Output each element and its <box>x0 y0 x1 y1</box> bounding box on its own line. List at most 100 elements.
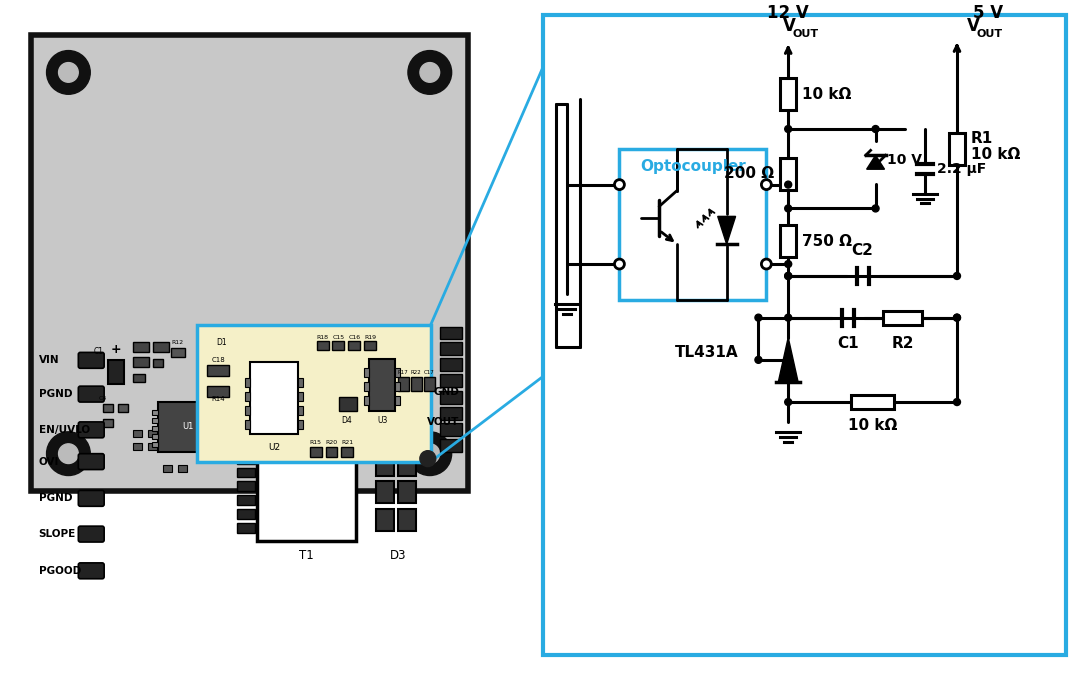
Text: 10 kΩ: 10 kΩ <box>802 87 851 102</box>
Bar <box>245 392 251 401</box>
Bar <box>620 149 767 300</box>
Bar <box>133 443 141 449</box>
Circle shape <box>755 356 761 363</box>
Bar <box>245 448 255 457</box>
Text: D3: D3 <box>390 549 406 562</box>
Text: U2: U2 <box>268 443 280 451</box>
Text: R1: R1 <box>971 132 994 147</box>
Circle shape <box>785 273 792 279</box>
Bar <box>238 482 255 491</box>
Bar <box>257 442 356 541</box>
Bar <box>238 509 255 519</box>
Bar <box>780 225 796 257</box>
Bar <box>133 374 145 382</box>
Bar <box>133 342 149 352</box>
Bar <box>395 369 400 377</box>
Text: U3: U3 <box>377 416 388 425</box>
Text: PGOOD: PGOOD <box>39 566 81 576</box>
Circle shape <box>408 432 451 475</box>
Bar <box>440 439 461 451</box>
FancyBboxPatch shape <box>79 490 104 506</box>
Bar <box>399 482 416 503</box>
Bar <box>198 325 431 462</box>
Bar <box>207 386 229 397</box>
Text: SLOPE: SLOPE <box>39 529 76 539</box>
Bar <box>949 133 964 165</box>
Bar <box>251 362 298 434</box>
Circle shape <box>785 314 792 321</box>
Circle shape <box>785 399 792 406</box>
Bar <box>399 377 409 391</box>
Circle shape <box>785 125 792 132</box>
FancyBboxPatch shape <box>79 526 104 542</box>
Bar <box>213 345 230 367</box>
Text: 10 kΩ: 10 kΩ <box>971 147 1021 162</box>
Bar <box>851 395 894 409</box>
Bar <box>207 365 229 376</box>
Text: EN/UVLO: EN/UVLO <box>39 425 90 435</box>
Bar <box>158 402 217 451</box>
Bar <box>152 434 158 439</box>
Bar <box>104 404 113 412</box>
Bar <box>245 406 251 415</box>
Circle shape <box>755 314 761 321</box>
Text: PGND: PGND <box>39 493 72 503</box>
Bar <box>152 426 158 431</box>
Circle shape <box>873 205 879 212</box>
Text: 200 Ω: 200 Ω <box>725 166 774 182</box>
FancyBboxPatch shape <box>79 386 104 402</box>
Circle shape <box>58 444 78 464</box>
Text: VOUT: VOUT <box>428 417 460 427</box>
Text: C17: C17 <box>423 371 434 375</box>
Circle shape <box>954 273 960 279</box>
Text: 750 Ω: 750 Ω <box>802 234 852 249</box>
Circle shape <box>420 451 435 466</box>
Bar <box>152 360 163 367</box>
Text: R17: R17 <box>397 371 408 375</box>
Circle shape <box>954 314 960 321</box>
Bar <box>133 430 141 437</box>
Bar <box>364 369 369 377</box>
Circle shape <box>420 62 440 82</box>
Bar <box>339 397 357 411</box>
Bar <box>217 442 224 447</box>
Bar <box>148 430 157 437</box>
Bar <box>245 378 251 387</box>
Circle shape <box>785 205 792 212</box>
Circle shape <box>954 314 960 321</box>
Circle shape <box>58 62 78 82</box>
Polygon shape <box>866 155 885 169</box>
Circle shape <box>785 181 792 188</box>
Circle shape <box>408 51 451 95</box>
Bar <box>238 453 255 464</box>
Bar <box>440 423 461 436</box>
Bar <box>376 482 394 503</box>
Bar <box>148 443 157 449</box>
Bar <box>780 158 796 190</box>
Bar <box>230 433 240 442</box>
Bar <box>395 382 400 391</box>
Bar <box>882 311 922 325</box>
Text: R18: R18 <box>316 334 328 340</box>
Text: V: V <box>783 16 796 35</box>
Bar <box>217 410 224 415</box>
Bar <box>152 410 158 415</box>
Bar <box>230 448 240 457</box>
Polygon shape <box>718 216 735 244</box>
Text: PGND: PGND <box>39 389 72 399</box>
FancyBboxPatch shape <box>79 422 104 438</box>
Text: R14: R14 <box>212 396 225 402</box>
Circle shape <box>954 399 960 406</box>
Text: 10 kΩ: 10 kΩ <box>848 418 897 433</box>
Text: R15: R15 <box>310 440 322 445</box>
Bar <box>440 327 461 340</box>
Bar <box>152 342 168 352</box>
Bar <box>364 396 369 405</box>
Bar <box>395 396 400 405</box>
Polygon shape <box>779 338 798 382</box>
Bar <box>152 418 158 423</box>
Bar <box>423 377 435 391</box>
Bar <box>133 358 149 367</box>
Circle shape <box>420 444 440 464</box>
Text: U1: U1 <box>181 423 193 432</box>
